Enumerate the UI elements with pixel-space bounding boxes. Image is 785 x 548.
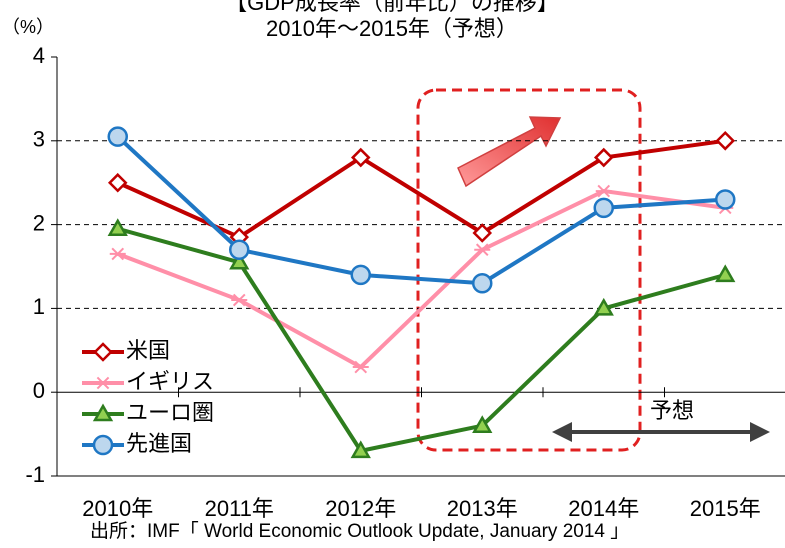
marker [350, 147, 371, 168]
legend-label: 米国 [126, 338, 170, 363]
series-line [117, 226, 726, 454]
legend-label: ユーロ圏 [126, 400, 214, 425]
marker [231, 293, 248, 307]
forecast-arrow-head [750, 422, 770, 442]
series-line [117, 189, 726, 370]
marker [593, 297, 614, 316]
marker [109, 247, 126, 261]
x-tick-label: 2015年 [690, 496, 761, 521]
marker [93, 342, 113, 362]
annotation: 予想 [650, 398, 694, 423]
series-line [116, 138, 726, 240]
marker [92, 403, 114, 422]
marker [472, 415, 493, 433]
y-tick-label: 3 [33, 127, 45, 152]
y-tick-label: 1 [33, 294, 45, 319]
marker [715, 189, 736, 210]
chart-subtitle: 2010年～2015年（予想） [266, 16, 518, 41]
legend-label: 先進国 [126, 431, 192, 456]
marker [350, 264, 371, 286]
x-tick-label: 2012年 [325, 496, 396, 521]
y-tick-label: 0 [33, 378, 45, 403]
source: 出所：IMF「 World Economic Outlook Update, J… [90, 520, 629, 542]
y-tick-label: 2 [33, 210, 45, 235]
marker [595, 184, 612, 198]
y-axis-label: （%） [2, 17, 54, 37]
chart-title: 【GDP成長率（前年比）の推移】 [225, 0, 559, 15]
x-tick-label: 2011年 [205, 496, 274, 521]
marker [92, 434, 114, 456]
series-line [116, 135, 726, 286]
marker [474, 243, 491, 257]
marker [229, 239, 250, 260]
marker [350, 440, 371, 459]
marker [107, 126, 128, 147]
marker [593, 197, 614, 219]
highlight-box [416, 88, 642, 452]
marker [715, 131, 736, 151]
marker [107, 172, 128, 193]
marker [95, 376, 111, 390]
marker [229, 251, 250, 270]
marker [472, 223, 493, 243]
y-tick-label: -1 [25, 462, 45, 487]
marker [352, 360, 369, 374]
marker [107, 218, 128, 237]
marker [715, 264, 736, 283]
x-tick-label: 2010年 [82, 496, 153, 521]
trend-arrow [457, 116, 562, 188]
marker [593, 147, 614, 168]
marker [472, 273, 493, 294]
x-tick-label: 2013年 [447, 496, 518, 521]
x-tick-label: 2014年 [568, 496, 639, 521]
forecast-arrow-head [552, 422, 572, 442]
y-tick-label: 4 [33, 43, 45, 68]
legend-label: イギリス [126, 369, 214, 394]
